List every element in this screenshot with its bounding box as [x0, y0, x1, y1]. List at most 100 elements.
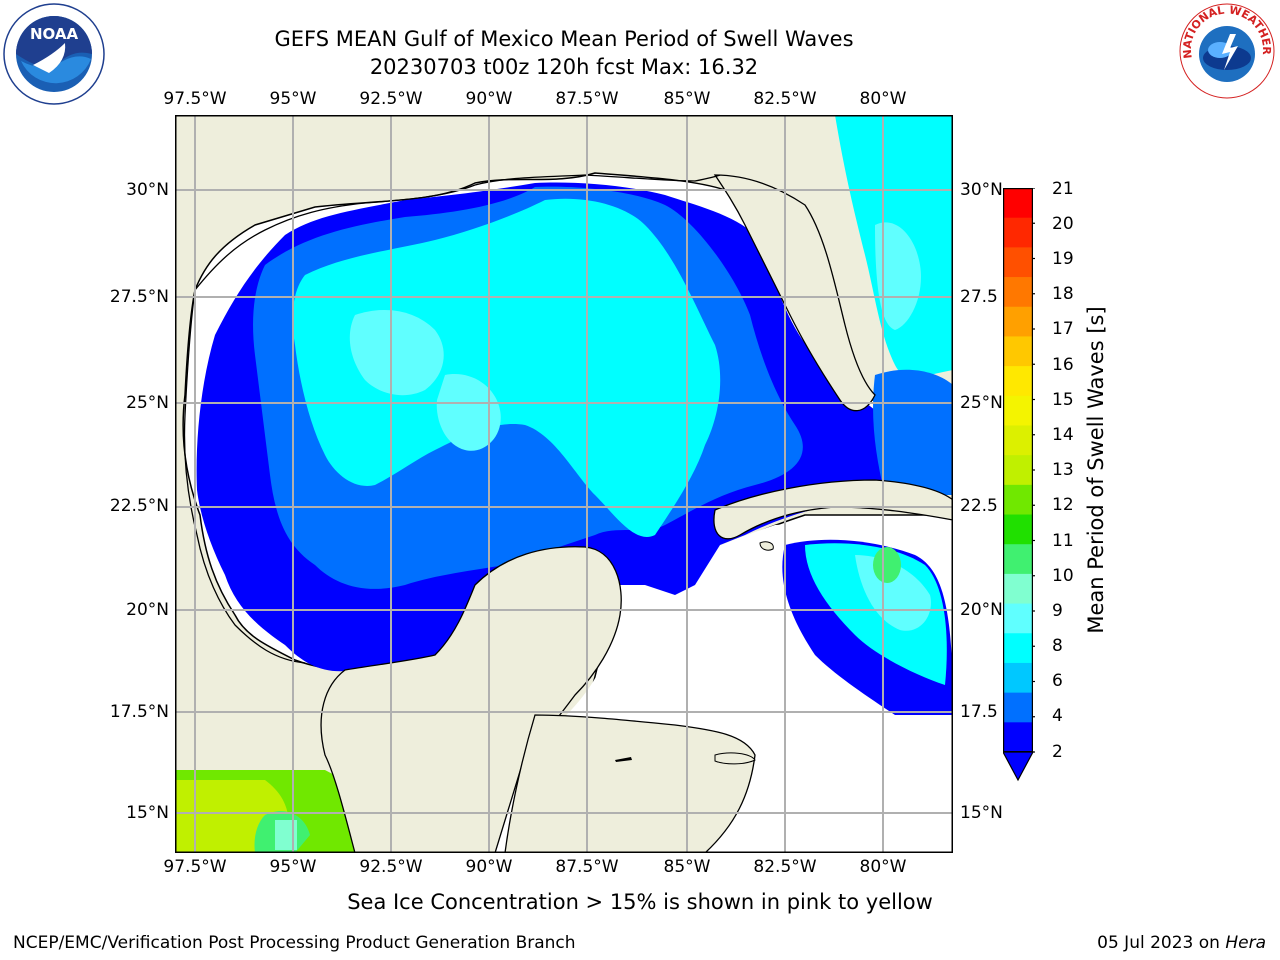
atlantic-light: [875, 222, 921, 330]
lon-tick-top: 87.5°W: [555, 89, 619, 109]
lon-tick-top: 80°W: [859, 89, 907, 109]
colorbar-segment: [1003, 633, 1033, 664]
colorbar-tick-label: 8: [1052, 636, 1063, 656]
lon-tick-top: 95°W: [269, 89, 317, 109]
lon-tick-top: 92.5°W: [359, 89, 423, 109]
colorbar-tick-label: 10: [1052, 566, 1074, 586]
colorbar-segment: [1003, 692, 1033, 723]
noaa-logo-text: NOAA: [29, 25, 79, 43]
lat-tick-right: 22.5: [960, 496, 998, 516]
colorbar-tick-label: 21: [1052, 179, 1074, 199]
lat-tick-right: 17.5: [960, 702, 998, 722]
lon-tick-bottom: 80°W: [859, 857, 907, 877]
lon-tick-bottom: 85°W: [663, 857, 711, 877]
florida-land: [713, 174, 876, 412]
colorbar-segment: [1003, 395, 1033, 426]
colorbar-tick-label: 20: [1052, 214, 1074, 234]
lat-tick-left: 30°N: [126, 180, 169, 200]
colorbar-tick-label: 19: [1052, 249, 1074, 269]
map-plot-area: [175, 115, 954, 854]
colorbar-tick-label: 6: [1052, 671, 1063, 691]
cayman-island: [615, 757, 632, 762]
colorbar-label: Mean Period of Swell Waves [s]: [1084, 306, 1108, 634]
colorbar-segment: [1003, 336, 1033, 367]
lon-tick-top: 90°W: [465, 89, 513, 109]
lon-tick-bottom: 82.5°W: [753, 857, 817, 877]
colorbar: [1001, 187, 1035, 788]
caribbean-green-patch: [873, 547, 901, 583]
swell-8-9s-patch-2: [436, 374, 501, 451]
colorbar-extend-arrow: [1001, 751, 1035, 782]
lat-tick-left: 15°N: [126, 803, 169, 823]
credit-line: NCEP/EMC/Verification Post Processing Pr…: [13, 933, 576, 953]
jamaica-island: [714, 752, 756, 765]
lat-tick-right: 27.5: [960, 287, 998, 307]
colorbar-segment: [1003, 277, 1033, 308]
lon-tick-bottom: 92.5°W: [359, 857, 423, 877]
lon-tick-bottom: 90°W: [465, 857, 513, 877]
colorbar-segment: [1003, 603, 1033, 634]
colorbar-segment: [1003, 722, 1033, 753]
map-svg: [175, 115, 954, 854]
colorbar-segment: [1003, 662, 1033, 694]
caribbean-light: [855, 555, 931, 631]
colorbar-segment: [1003, 366, 1033, 397]
colorbar-segment: [1003, 247, 1033, 278]
us-gulf-coast: [194, 174, 721, 291]
colorbar-tick-label: 14: [1052, 425, 1074, 445]
cuba-land: [713, 479, 954, 540]
colorbar-tick-label: 15: [1052, 390, 1074, 410]
sea-ice-note: Sea Ice Concentration > 15% is shown in …: [0, 890, 1280, 914]
colorbar-segment: [1003, 217, 1033, 248]
colorbar-segment: [1003, 484, 1033, 516]
colorbar-segments: [1003, 188, 1033, 753]
machine-name: Hera: [1225, 933, 1266, 953]
colorbar-tick-label: 9: [1052, 601, 1063, 621]
lon-tick-bottom: 97.5°W: [163, 857, 227, 877]
colorbar-svg: [1001, 187, 1035, 782]
colorbar-tick-label: 11: [1052, 531, 1074, 551]
colorbar-segment: [1003, 306, 1033, 337]
swell-8-9s-patch: [349, 310, 444, 396]
lon-tick-top: 82.5°W: [753, 89, 817, 109]
colorbar-tick-label: 13: [1052, 460, 1074, 480]
lat-tick-right: 15°N: [960, 803, 1003, 823]
lat-tick-left: 17.5°N: [109, 702, 169, 722]
lat-tick-right: 30°N: [960, 180, 1003, 200]
central-america-land: [504, 714, 756, 854]
noaa-logo: NOAA: [3, 3, 105, 105]
graticule: [175, 115, 953, 853]
lat-tick-left: 27.5°N: [109, 287, 169, 307]
colorbar-tick-label: 16: [1052, 355, 1074, 375]
swell-6-8s: [292, 198, 721, 537]
pacific-swell-cyan: [275, 820, 297, 850]
colorbar-segment: [1003, 544, 1033, 575]
lon-tick-bottom: 87.5°W: [555, 857, 619, 877]
map-border: [175, 115, 953, 853]
colorbar-segment: [1003, 188, 1033, 219]
lat-tick-left: 22.5°N: [109, 496, 169, 516]
nws-logo: NATIONAL WEATHER SERVICE: [1174, 0, 1276, 100]
chart-subtitle: 20230703 t00z 120h fcst Max: 16.32: [369, 55, 759, 79]
colorbar-segment: [1003, 514, 1033, 545]
colorbar-segment: [1003, 455, 1033, 486]
lon-tick-bottom: 95°W: [269, 857, 317, 877]
colorbar-tick-label: 17: [1052, 319, 1074, 339]
date-text: 05 Jul 2023 on: [1097, 933, 1226, 953]
lat-tick-right: 20°N: [960, 600, 1003, 620]
colorbar-tick-label: 12: [1052, 495, 1074, 515]
date-line: 05 Jul 2023 on Hera: [1097, 933, 1266, 953]
lat-tick-right: 25°N: [960, 393, 1003, 413]
lon-tick-top: 97.5°W: [163, 89, 227, 109]
colorbar-border: [1003, 188, 1033, 753]
colorbar-tick-label: 18: [1052, 284, 1074, 304]
lat-tick-left: 25°N: [126, 393, 169, 413]
isle-of-youth: [759, 541, 774, 551]
lon-tick-top: 85°W: [663, 89, 711, 109]
colorbar-tick-label: 2: [1052, 742, 1063, 762]
colorbar-segment: [1003, 573, 1033, 605]
bahamas-blue: [873, 369, 953, 495]
sea-ice-note-text: Sea Ice Concentration > 15% is shown in …: [347, 890, 933, 914]
chart-title: GEFS MEAN Gulf of Mexico Mean Period of …: [274, 27, 854, 51]
colorbar-tick-label: 4: [1052, 706, 1063, 726]
